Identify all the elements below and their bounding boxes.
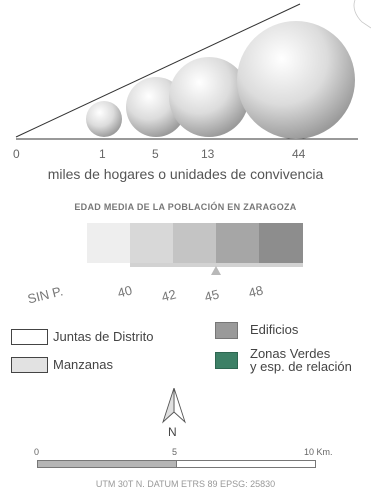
legend-districts-label: Juntas de Distrito	[53, 329, 154, 344]
tick-0: 0	[13, 147, 20, 161]
age-class-swatch-3	[216, 223, 259, 263]
age-class-swatch-4	[259, 223, 303, 263]
tick-1: 1	[99, 147, 106, 161]
map-edge-fragment	[353, 0, 371, 29]
age-class-swatch-1	[130, 223, 173, 263]
proportional-circles-legend	[15, 0, 371, 140]
legend-blocks-swatch	[11, 357, 48, 373]
age-label-48: 48	[247, 282, 265, 301]
scale-tick-10: 10 Km.	[304, 447, 333, 457]
age-class-swatch-0	[87, 223, 130, 263]
age-label-40: 40	[116, 282, 134, 301]
age-label-sinp: SIN P.	[26, 283, 65, 307]
age-label-45: 45	[203, 286, 221, 305]
tick-44: 44	[292, 147, 306, 161]
circle-44	[237, 21, 355, 139]
age-scale-base	[130, 263, 303, 267]
projection-note: UTM 30T N. DATUM ETRS 89 EPSG: 25830	[95, 479, 276, 489]
age-legend-title: EDAD MEDIA DE LA POBLACIÓN EN ZARAGOZA	[74, 202, 297, 212]
legend-buildings-swatch	[215, 322, 238, 339]
legend-blocks-label: Manzanas	[53, 357, 113, 372]
legend-green-label-line1: Zonas Verdes	[250, 346, 331, 361]
households-caption: miles de hogares o unidades de convivenc…	[47, 166, 324, 182]
legend-green-swatch	[215, 352, 238, 369]
scale-bar-empty	[176, 460, 316, 468]
circle-1	[86, 101, 122, 137]
scale-bar-filled	[37, 460, 177, 468]
scale-tick-0: 0	[34, 447, 40, 457]
circle-13	[169, 57, 249, 137]
north-label: N	[168, 425, 177, 439]
age-class-swatch-2	[173, 223, 216, 263]
tick-5: 5	[152, 147, 159, 161]
legend-green-label-line2: y esp. de relación	[250, 359, 352, 374]
tick-13: 13	[201, 147, 215, 161]
wedge-upper-line	[15, 3, 301, 138]
age-label-42: 42	[160, 286, 178, 305]
north-arrow-icon	[162, 388, 186, 424]
legend-buildings-label: Edificios	[250, 322, 299, 337]
legend-districts-swatch	[11, 329, 48, 345]
scale-tick-5: 5	[172, 447, 178, 457]
age-marker-triangle	[211, 266, 221, 275]
